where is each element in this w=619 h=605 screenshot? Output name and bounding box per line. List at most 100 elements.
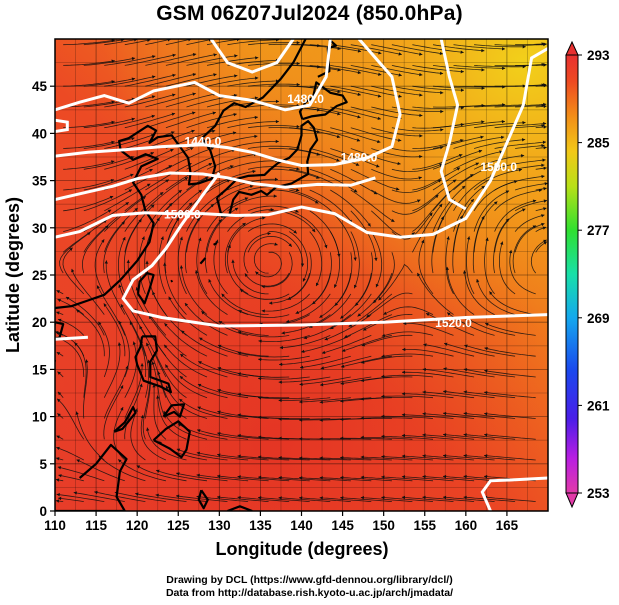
streamline-arrow: [484, 346, 488, 351]
streamline: [350, 168, 400, 190]
streamline-arrow: [505, 218, 509, 223]
streamline: [248, 104, 300, 108]
streamline-arrow: [401, 433, 406, 438]
streamline: [145, 176, 189, 212]
streamline-arrow: [333, 284, 338, 288]
streamline: [299, 376, 351, 385]
streamline: [361, 334, 413, 347]
streamline: [278, 376, 331, 383]
streamline: [381, 456, 434, 461]
streamline-arrow: [57, 413, 61, 417]
streamline: [247, 223, 298, 234]
streamline: [371, 65, 423, 76]
streamline-arrow: [440, 128, 444, 132]
streamline: [401, 414, 454, 419]
streamline: [401, 455, 454, 461]
colorbar-tick-label: 293: [587, 48, 610, 63]
streamline-arrow: [391, 218, 395, 222]
streamline: [63, 209, 112, 232]
streamline: [494, 159, 546, 170]
streamline-arrow: [237, 495, 241, 500]
streamline: [129, 321, 147, 378]
streamline-arrow: [237, 372, 241, 376]
streamline: [422, 368, 475, 378]
streamline-arrow: [411, 232, 415, 236]
streamline: [117, 459, 166, 482]
streamline-arrow: [353, 257, 357, 261]
streamline: [494, 208, 526, 253]
streamline-arrow: [257, 396, 262, 400]
streamline-arrow: [419, 134, 423, 138]
streamline: [422, 476, 475, 482]
streamline-arrow: [543, 239, 547, 243]
streamline-arrow: [76, 459, 80, 463]
streamline: [83, 212, 123, 253]
streamline-arrow: [340, 496, 344, 500]
streamline: [63, 141, 115, 149]
streamline: [371, 189, 421, 204]
streamline: [163, 410, 208, 440]
streamline: [145, 53, 197, 66]
streamline: [412, 190, 451, 232]
streamline-arrow: [353, 189, 358, 193]
streamline: [180, 265, 208, 315]
streamline-arrow: [418, 176, 422, 180]
streamline-arrow: [75, 411, 79, 415]
streamline: [473, 190, 510, 232]
streamline: [103, 342, 121, 398]
streamline-arrow: [330, 326, 334, 330]
streamline-arrow: [146, 342, 150, 347]
streamline: [177, 236, 187, 295]
streamline-arrow: [198, 237, 202, 242]
streamline: [391, 106, 444, 113]
streamline: [146, 427, 187, 461]
streamline-arrow: [381, 333, 386, 338]
streamline-arrow: [439, 71, 444, 75]
streamline-arrow: [481, 68, 485, 72]
streamline-arrow: [489, 291, 493, 295]
streamline-arrow: [151, 114, 155, 119]
streamline-arrow: [217, 431, 221, 436]
streamline: [330, 148, 380, 168]
streamline-arrow: [237, 433, 241, 438]
streamline: [498, 241, 516, 295]
streamline-arrow: [296, 124, 300, 129]
streamline: [268, 210, 316, 233]
streamline: [232, 259, 269, 295]
streamline-arrow: [315, 282, 319, 287]
streamline-arrow: [237, 351, 242, 355]
streamline: [237, 455, 290, 461]
streamline: [237, 352, 290, 358]
streamline-arrow: [255, 271, 259, 275]
streamline: [300, 355, 351, 369]
streamline-arrow: [377, 116, 381, 120]
streamline: [330, 189, 372, 227]
streamline: [344, 314, 393, 339]
streamline: [463, 270, 495, 315]
streamline-arrow: [217, 453, 221, 457]
coastline: [298, 81, 348, 121]
streamline-arrow: [165, 179, 169, 183]
streamline-arrow: [357, 70, 362, 75]
streamline-arrow: [150, 204, 155, 209]
streamline: [324, 314, 372, 341]
streamline-arrow: [543, 121, 547, 126]
streamline-arrow: [421, 239, 425, 244]
streamline: [362, 313, 413, 331]
coastline: [55, 360, 57, 397]
streamline-arrow: [360, 475, 364, 479]
streamline: [278, 457, 331, 461]
streamline-arrow: [255, 56, 259, 60]
streamline-arrow: [378, 296, 382, 301]
streamline-arrow: [319, 418, 323, 422]
streamline-arrow: [378, 51, 382, 55]
streamline-arrow: [101, 239, 105, 243]
streamline: [216, 496, 269, 502]
streamline-arrow: [543, 199, 548, 203]
streamline-arrow: [334, 302, 339, 306]
streamline: [484, 391, 536, 399]
streamline: [217, 454, 269, 461]
streamline: [254, 251, 282, 278]
height-contour: [121, 172, 548, 328]
streamline-arrow: [164, 344, 168, 349]
